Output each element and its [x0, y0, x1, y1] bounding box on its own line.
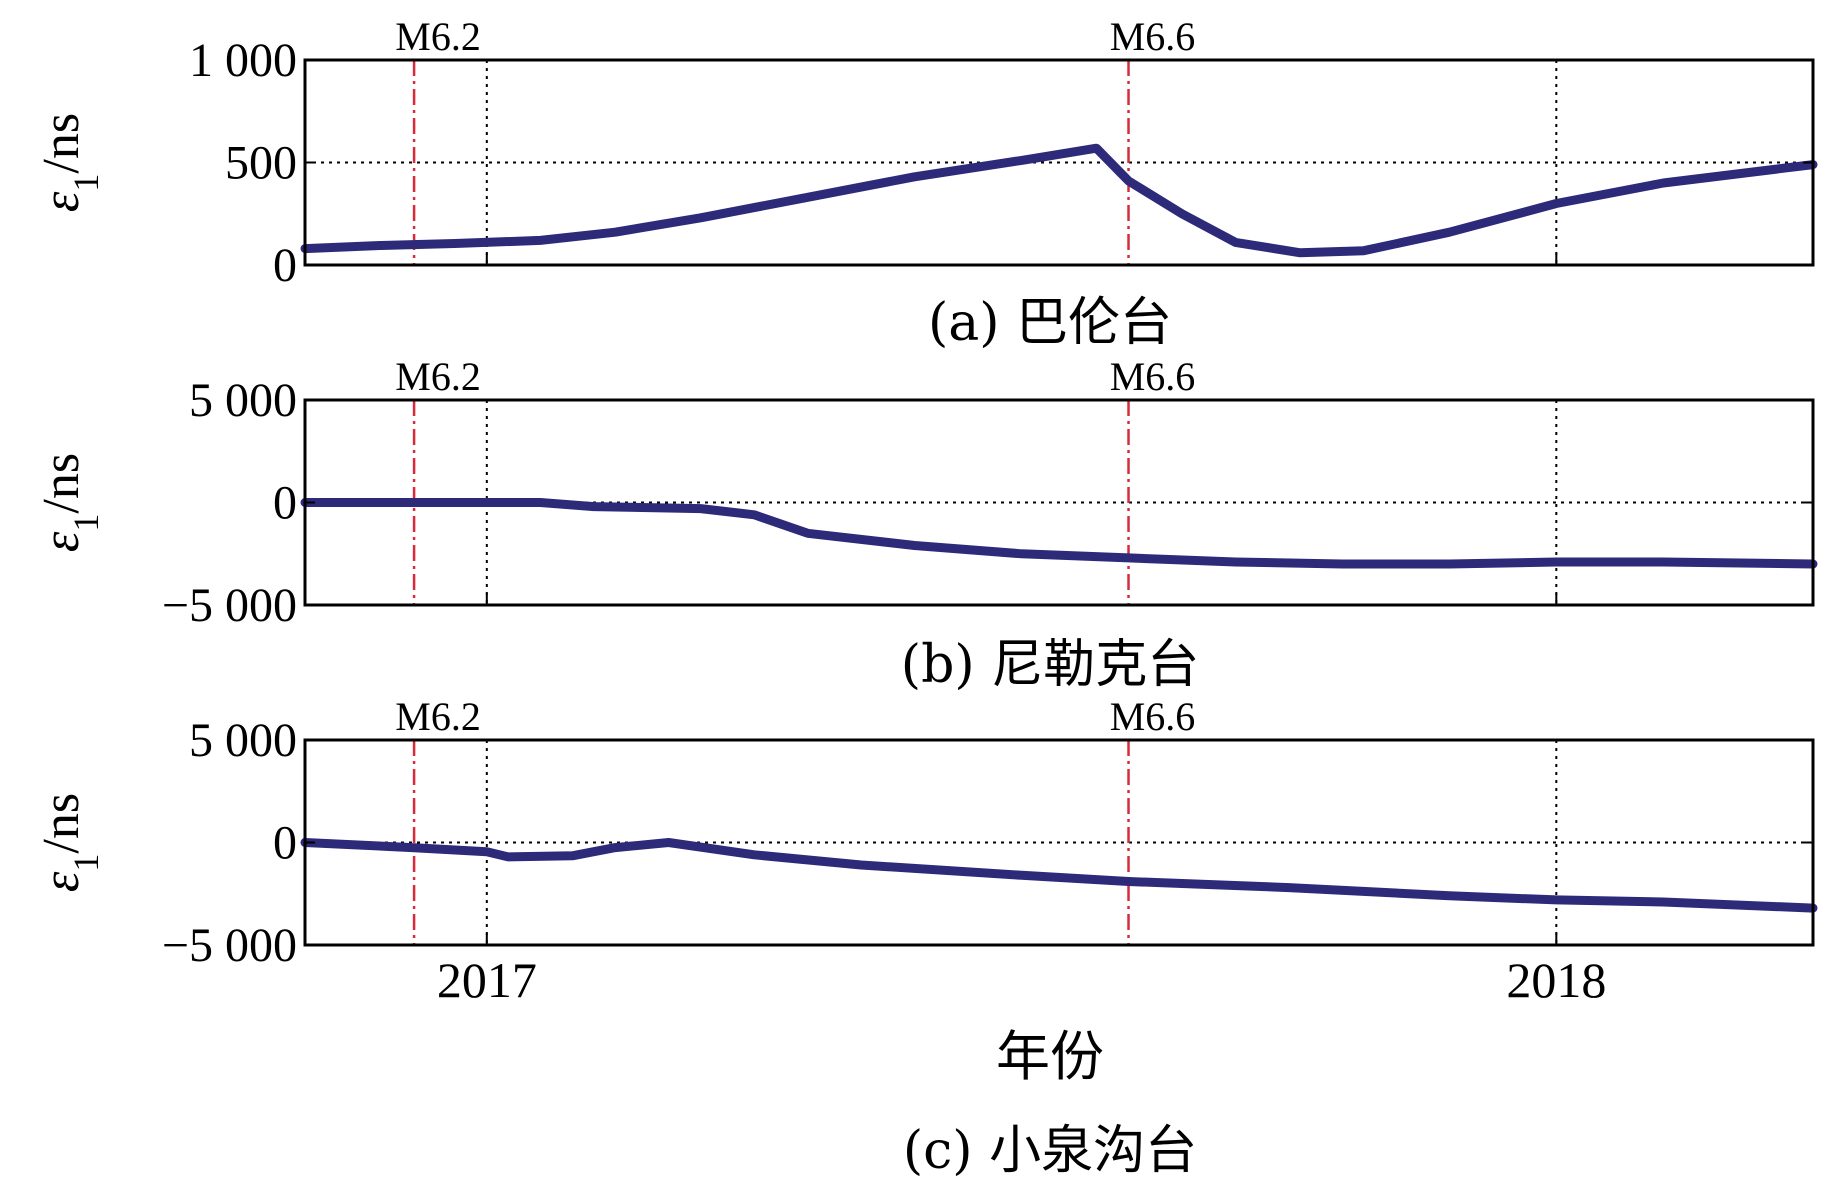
y-tick-label: 5 000 — [189, 374, 297, 427]
panel-caption-b: (b) 尼勒克台 — [901, 635, 1199, 695]
data-series-line — [300, 498, 1818, 569]
y-tick-label: 500 — [225, 137, 297, 190]
data-series-line — [300, 838, 1818, 913]
y-axis-label: ε1/ns — [33, 453, 106, 552]
y-axis-label-symbol: ε — [33, 531, 90, 552]
y-axis-label: ε1/ns — [33, 113, 106, 212]
event-label-m6-2: M6.2 — [395, 694, 481, 739]
event-label-m6-2: M6.2 — [395, 354, 481, 399]
x-tick-label: 2018 — [1506, 952, 1606, 1008]
data-series-line — [300, 143, 1818, 258]
y-axis-label-subscript: 1 — [66, 514, 106, 532]
y-axis-label-subscript: 1 — [66, 854, 106, 872]
y-tick-label: 5 000 — [189, 714, 297, 767]
y-tick-label: 0 — [273, 477, 297, 530]
y-axis-label-unit: /ns — [33, 453, 90, 514]
event-label-m6-6: M6.6 — [1110, 694, 1196, 739]
y-axis-label-unit: /ns — [33, 793, 90, 854]
panel-a: M6.2 M6.6 0 500 1 000 ε1/ns (a) 巴伦台 — [33, 14, 1818, 353]
y-axis-label-subscript: 1 — [66, 174, 106, 192]
event-label-m6-6: M6.6 — [1110, 14, 1196, 59]
panel-c: M6.2 M6.6 −5 000 0 5 000 2017 2018 ε1/ns (c) 小泉沟… — [33, 694, 1818, 1181]
y-tick-label: 0 — [273, 817, 297, 870]
x-tick-label: 2017 — [437, 952, 537, 1008]
y-tick-label: −5 000 — [162, 919, 297, 972]
event-label-m6-2: M6.2 — [395, 14, 481, 59]
panel-caption-c: (c) 小泉沟台 — [903, 1121, 1197, 1181]
panel-b: M6.2 M6.6 −5 000 0 5 000 ε1/ns (b) 尼勒克台 — [33, 354, 1818, 695]
y-axis-label-symbol: ε — [33, 871, 90, 892]
y-axis-label-unit: /ns — [33, 113, 90, 174]
y-tick-label: 1 000 — [189, 34, 297, 87]
y-tick-label: −5 000 — [162, 579, 297, 632]
y-tick-label: 0 — [273, 239, 297, 292]
y-axis-label-symbol: ε — [33, 191, 90, 212]
event-label-m6-6: M6.6 — [1110, 354, 1196, 399]
y-axis-label: ε1/ns — [33, 793, 106, 892]
panel-caption-a: (a) 巴伦台 — [928, 293, 1172, 353]
x-axis-label: 年份 — [996, 1025, 1104, 1088]
